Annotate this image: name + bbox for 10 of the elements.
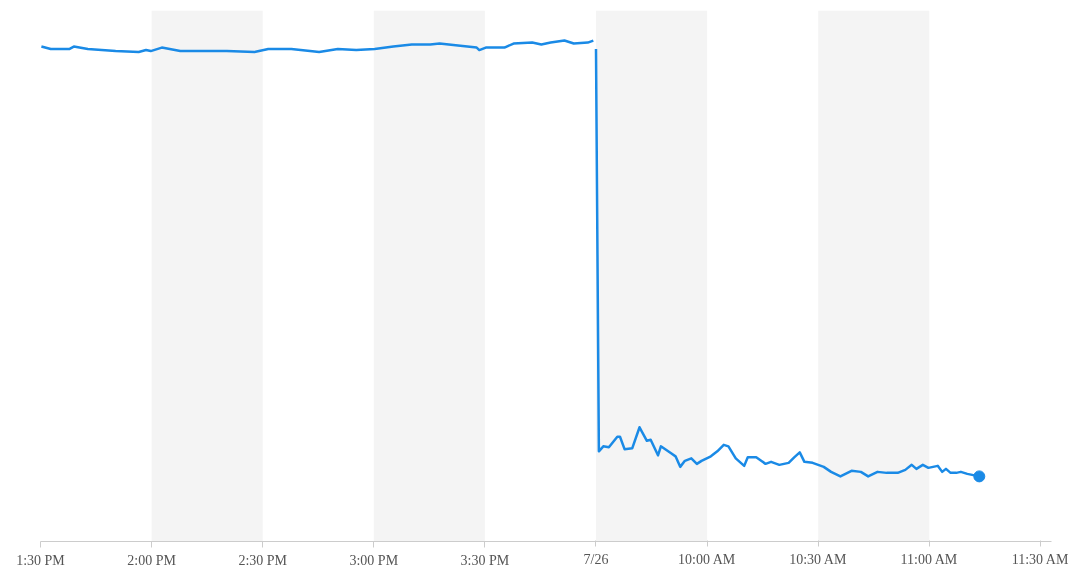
x2-tick-label: 10:00 AM [678, 551, 736, 567]
x-tick-label: 3:30 PM [460, 552, 510, 568]
x2-tick-label: 7/26 [583, 551, 609, 567]
x-tick-label: 2:00 PM [127, 552, 177, 568]
x2-tick-label: 11:30 AM [1011, 551, 1069, 567]
x-tick-label: 2:30 PM [238, 552, 288, 568]
x-tick-label: 3:00 PM [349, 552, 399, 568]
x-tick-label: 1:30 PM [16, 552, 66, 568]
x2-tick-label: 10:30 AM [789, 551, 847, 567]
x2-tick-label: 11:00 AM [900, 551, 958, 567]
